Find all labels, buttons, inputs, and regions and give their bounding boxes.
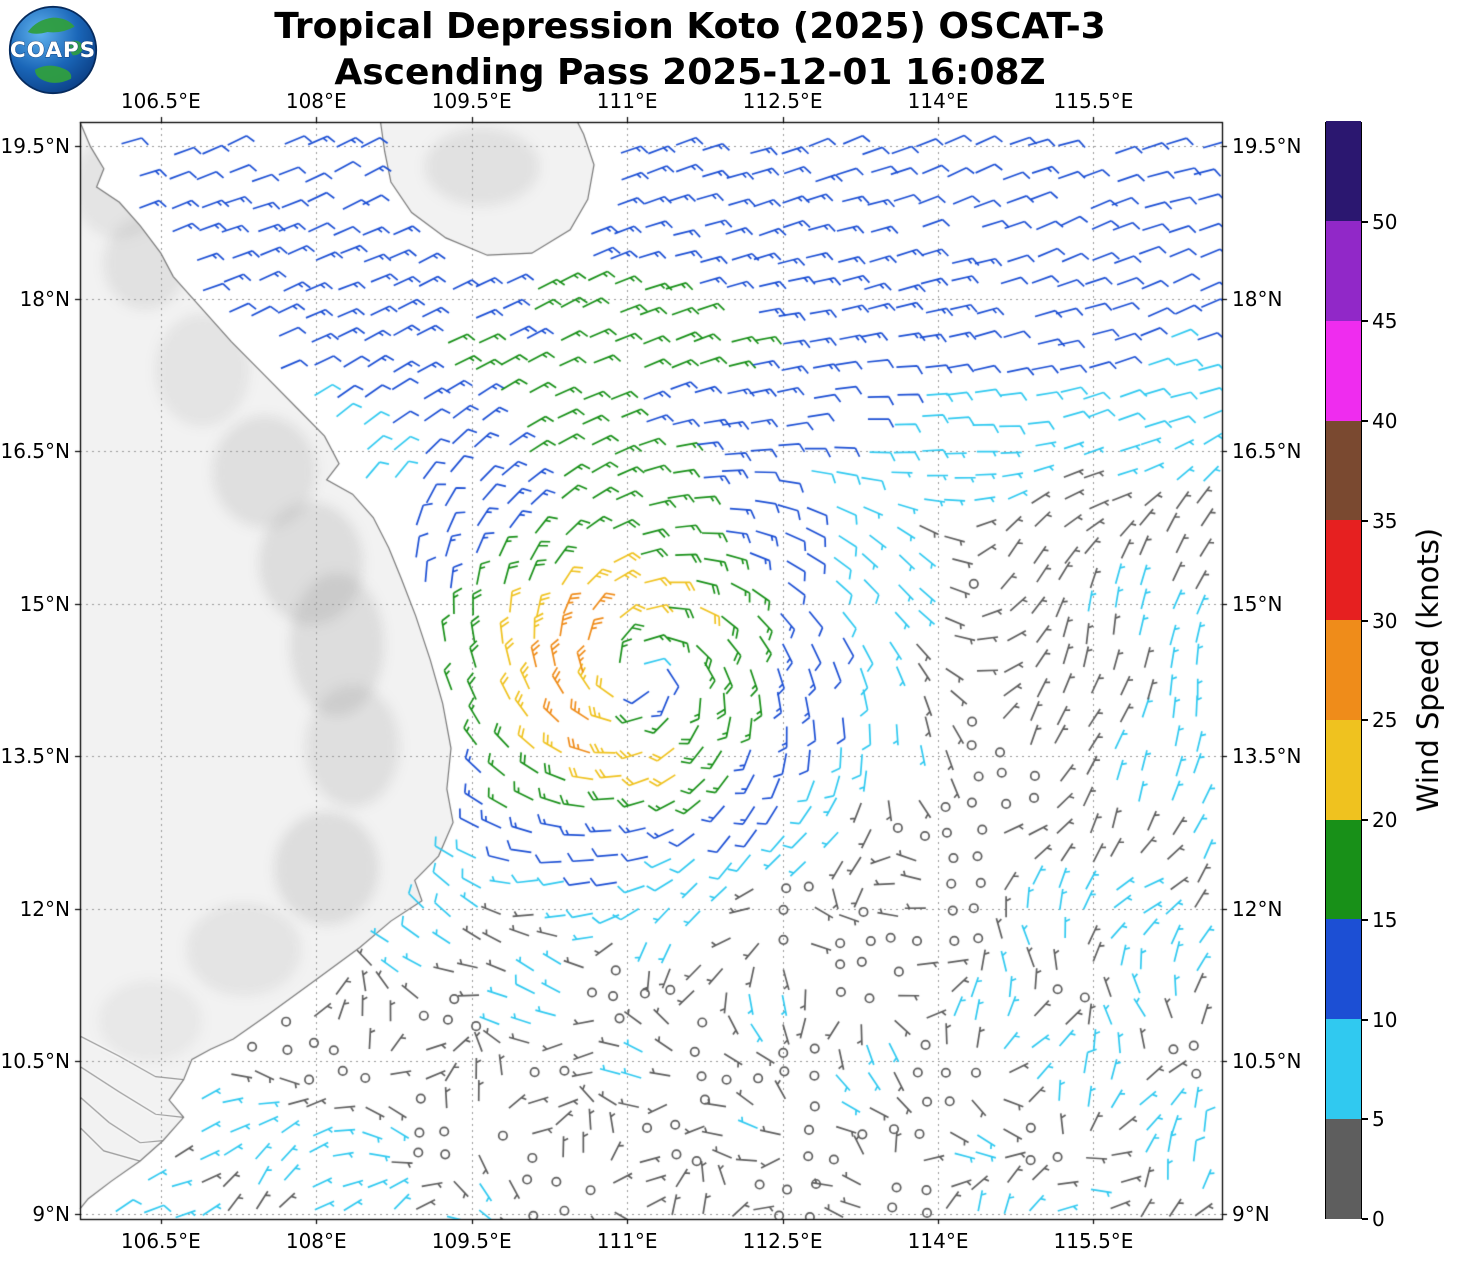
colorbar-tick-label: 45 bbox=[1372, 309, 1398, 334]
colorbar-tick-label: 0 bbox=[1372, 1207, 1385, 1231]
y-tick-label-right: 18°N bbox=[1232, 286, 1283, 311]
y-tick-label-left: 10.5°N bbox=[0, 1049, 71, 1074]
colorbar-tick-mark bbox=[1362, 619, 1368, 622]
y-tick-label-left: 16.5°N bbox=[0, 439, 71, 464]
logo-text: COAPS bbox=[10, 38, 96, 63]
colorbar-tick-mark bbox=[1362, 1118, 1368, 1121]
x-tick-label-bottom: 114°E bbox=[907, 1229, 969, 1253]
coaps-logo: COAPS bbox=[8, 5, 98, 95]
y-tick-label-right: 9°N bbox=[1232, 1201, 1270, 1226]
chart-title: Tropical Depression Koto (2025) OSCAT-3 … bbox=[40, 4, 1340, 96]
colorbar-segment bbox=[1326, 818, 1361, 920]
y-tick-label-left: 9°N bbox=[32, 1201, 70, 1226]
colorbar-tick-label: 25 bbox=[1372, 708, 1398, 733]
x-tick-label-bottom: 115.5°E bbox=[1053, 1229, 1134, 1253]
y-tick-label-left: 19.5°N bbox=[0, 134, 71, 159]
colorbar-tick-label: 5 bbox=[1372, 1107, 1385, 1132]
colorbar-tick-mark bbox=[1362, 519, 1368, 522]
chart-title-line2: Ascending Pass 2025-12-01 16:08Z bbox=[334, 52, 1046, 93]
colorbar-tick-mark bbox=[1362, 918, 1368, 921]
logo-land-north bbox=[27, 17, 75, 34]
colorbar-segment bbox=[1326, 120, 1361, 222]
colorbar-tick-mark bbox=[1362, 220, 1368, 223]
colorbar-tick-label: 30 bbox=[1372, 608, 1398, 633]
x-tick-label-bottom: 106.5°E bbox=[120, 1229, 201, 1253]
colorbar-tick-label: 15 bbox=[1372, 907, 1398, 932]
y-tick-label-right: 15°N bbox=[1232, 591, 1283, 616]
colorbar-segment bbox=[1326, 220, 1361, 321]
y-tick-label-right: 12°N bbox=[1232, 896, 1283, 921]
colorbar-segment bbox=[1326, 1117, 1361, 1219]
y-tick-label-left: 15°N bbox=[19, 591, 70, 616]
x-tick-label-top: 111°E bbox=[596, 89, 658, 113]
colorbar-axis-label: Wind Speed (knots) bbox=[1411, 527, 1445, 813]
colorbar-segment bbox=[1326, 319, 1361, 421]
colorbar-tick-label: 40 bbox=[1372, 409, 1398, 434]
x-tick-label-bottom: 112.5°E bbox=[742, 1229, 823, 1253]
x-tick-label-top: 112.5°E bbox=[742, 89, 823, 113]
y-tick-label-left: 13.5°N bbox=[0, 744, 71, 769]
y-tick-label-right: 13.5°N bbox=[1232, 744, 1302, 769]
colorbar-segment bbox=[1326, 619, 1361, 720]
x-tick-label-top: 108°E bbox=[285, 89, 347, 113]
colorbar-segment bbox=[1326, 918, 1361, 1020]
colorbar-tick-label: 35 bbox=[1372, 508, 1398, 533]
y-tick-label-left: 18°N bbox=[19, 286, 70, 311]
colorbar-tick-mark bbox=[1362, 719, 1368, 722]
y-tick-label-right: 16.5°N bbox=[1232, 439, 1302, 464]
y-tick-label-right: 19.5°N bbox=[1232, 134, 1302, 159]
x-tick-label-bottom: 109.5°E bbox=[431, 1229, 512, 1253]
logo-land-east bbox=[69, 40, 84, 56]
colorbar-tick-label: 50 bbox=[1372, 209, 1398, 234]
colorbar-tick-mark bbox=[1362, 420, 1368, 423]
chart-title-line1: Tropical Depression Koto (2025) OSCAT-3 bbox=[274, 6, 1106, 47]
colorbar-tick-mark bbox=[1362, 1018, 1368, 1021]
colorbar-tick-mark bbox=[1362, 1218, 1368, 1220]
colorbar-tick-label: 20 bbox=[1372, 808, 1398, 833]
colorbar-segment bbox=[1326, 1018, 1361, 1119]
x-tick-label-top: 115.5°E bbox=[1053, 89, 1134, 113]
x-tick-label-bottom: 108°E bbox=[285, 1229, 347, 1253]
colorbar-segment bbox=[1326, 718, 1361, 820]
x-tick-label-top: 109.5°E bbox=[431, 89, 512, 113]
x-tick-label-bottom: 111°E bbox=[596, 1229, 658, 1253]
x-tick-label-top: 114°E bbox=[907, 89, 969, 113]
x-tick-label-top: 106.5°E bbox=[120, 89, 201, 113]
colorbar-tick-mark bbox=[1362, 320, 1368, 323]
logo-land-south bbox=[35, 65, 72, 83]
colorbar-tick-mark bbox=[1362, 819, 1368, 822]
colorbar bbox=[1325, 120, 1362, 1219]
y-tick-label-right: 10.5°N bbox=[1232, 1049, 1302, 1074]
colorbar-tick-label: 10 bbox=[1372, 1007, 1398, 1032]
colorbar-segment bbox=[1326, 419, 1361, 521]
colorbar-segment bbox=[1326, 519, 1361, 621]
y-tick-label-left: 12°N bbox=[19, 896, 70, 921]
